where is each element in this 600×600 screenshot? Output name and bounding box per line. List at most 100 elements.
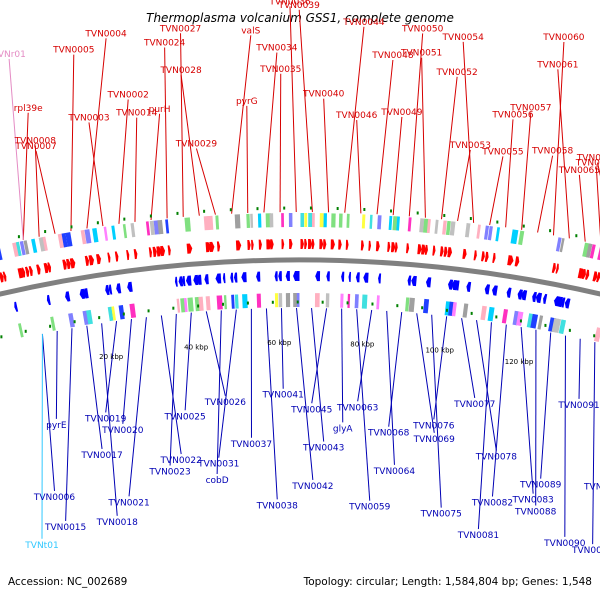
gene-label: TVN0075: [420, 510, 462, 520]
scale-tick: [519, 319, 522, 323]
gene-label: TVN0045: [290, 405, 332, 415]
gene-category-block: [346, 213, 350, 228]
gene-label: TVN0061: [536, 60, 578, 70]
forward-gene-arrow: [387, 241, 391, 252]
gene-label: TVN0034: [255, 44, 298, 54]
gene-category-block: [215, 215, 220, 230]
gene-category-block: [325, 293, 330, 308]
gene-category-block: [396, 216, 400, 231]
gene-label: pyrG: [236, 97, 258, 107]
label-leader-line: [416, 313, 435, 433]
gene-label: TVN0005: [52, 46, 94, 56]
label-leader-line: [386, 310, 395, 465]
label-leader-line: [489, 156, 504, 226]
scale-tick: [549, 229, 552, 233]
forward-gene-arrow: [585, 269, 590, 280]
gene-label: TVN0018: [96, 518, 139, 528]
label-leader-line: [376, 59, 394, 215]
forward-gene-arrow: [507, 255, 514, 266]
gene-category-block: [483, 225, 490, 240]
label-leader-line: [433, 316, 448, 420]
label-leader-line: [356, 309, 371, 501]
gene-label: TVN0035: [259, 65, 301, 75]
scale-tick: [147, 309, 150, 313]
label-leader-line: [476, 320, 497, 451]
gene-category-block: [223, 295, 227, 310]
reverse-gene-arrow: [108, 284, 113, 295]
label-leader-line: [408, 33, 424, 217]
gene-category-block: [419, 218, 425, 233]
gene-category-block: [42, 236, 48, 251]
gene-category-block: [0, 247, 3, 261]
gene-label: TVN0027: [159, 24, 201, 34]
scale-tick: [73, 320, 76, 324]
gene-category-block: [476, 224, 481, 239]
gene-label: TVN0038: [256, 501, 299, 511]
label-leader-line: [431, 314, 442, 508]
gene-category-block: [118, 305, 125, 320]
forward-gene-arrow: [514, 256, 520, 267]
scale-tick: [496, 220, 499, 224]
scale-tick: [346, 301, 349, 305]
label-leader-line: [289, 6, 297, 213]
gene-label: TVN0002: [107, 90, 149, 100]
scale-tick: [98, 316, 101, 320]
reverse-gene-arrow: [65, 291, 71, 302]
forward-gene-arrow: [405, 243, 410, 254]
reverse-gene-arrow: [193, 274, 199, 286]
gene-label: TVN0022: [160, 456, 202, 466]
scale-tick: [544, 323, 547, 327]
gene-label: TVN0054: [442, 33, 485, 43]
label-leader-line: [356, 120, 362, 214]
gene-category-block: [331, 213, 336, 228]
gene-category-block: [145, 221, 151, 236]
gene-label: TVN0081: [457, 531, 499, 541]
forward-gene-arrow: [152, 246, 157, 257]
forward-gene-arrow: [258, 239, 262, 250]
genome-backbone: [0, 257, 600, 297]
gene-label: TVN0078: [475, 453, 518, 463]
forward-gene-arrow: [96, 253, 102, 265]
scale-tick: [149, 214, 152, 218]
gene-category-block: [129, 303, 137, 319]
reverse-gene-arrow: [222, 273, 226, 284]
gene-label: TVN0015: [44, 523, 86, 533]
gene-category-block: [518, 230, 525, 246]
gene-label: TVN0059: [348, 503, 391, 513]
gene-label: pyrE: [46, 421, 67, 431]
label-leader-line: [280, 308, 284, 389]
forward-gene-arrow: [216, 241, 221, 252]
forward-gene-arrow: [308, 239, 313, 250]
label-leader-line: [344, 26, 365, 213]
label-leader-line: [101, 323, 118, 516]
forward-gene-arrow: [0, 272, 4, 283]
gene-label: TVN0044: [342, 18, 385, 28]
forward-gene-arrow: [345, 239, 349, 250]
gene-category-block: [338, 213, 343, 228]
label-leader-line: [505, 119, 514, 228]
gene-category-block: [107, 306, 114, 322]
gene-category-block: [157, 219, 164, 235]
label-leader-line: [263, 52, 278, 213]
forward-gene-arrow: [390, 242, 396, 253]
forward-gene-arrow: [492, 252, 496, 263]
label-leader-line: [34, 145, 40, 237]
gene-category-block: [361, 294, 368, 309]
scale-tick: [123, 217, 126, 221]
reverse-gene-arrow: [215, 273, 222, 284]
label-leader-line: [195, 148, 216, 215]
gene-label: TVN0008: [14, 137, 57, 147]
reverse-gene-arrow: [378, 273, 382, 284]
gene-label: TVN0019: [84, 414, 127, 424]
scale-tick: [309, 206, 312, 210]
forward-gene-arrow: [473, 250, 477, 261]
forward-gene-arrow: [43, 262, 49, 274]
forward-gene-arrow: [443, 246, 448, 257]
forward-gene-arrow: [421, 244, 426, 255]
scale-tick: [70, 225, 73, 229]
scale-tick: [222, 302, 225, 306]
gene-category-block: [589, 244, 596, 259]
gene-category-block: [234, 294, 239, 309]
